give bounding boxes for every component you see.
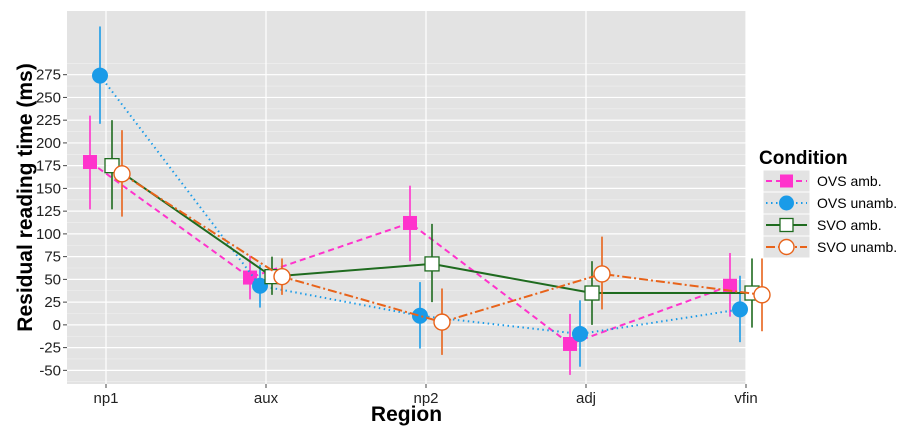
- legend-title: Condition: [759, 148, 848, 169]
- y-tick-label: 250: [36, 89, 61, 106]
- legend-marker: [780, 174, 793, 188]
- legend-label: OVS amb.: [817, 173, 882, 189]
- y-tick-label: 0: [53, 317, 61, 334]
- y-tick-label: 75: [44, 249, 61, 266]
- data-point: [252, 277, 268, 294]
- legend-marker: [779, 217, 794, 233]
- series-line: [99, 74, 741, 335]
- series-ovs-amb: [83, 115, 737, 375]
- series-ovs-unamb: [92, 26, 748, 367]
- data-point: [412, 307, 428, 324]
- y-tick-label: 25: [44, 294, 61, 311]
- x-tick-label: np2: [413, 390, 438, 407]
- data-point: [584, 285, 600, 301]
- panel-background: [67, 11, 746, 384]
- series-layer: [83, 26, 771, 375]
- series-svo-unamb: [113, 130, 771, 355]
- x-tick-label: aux: [254, 390, 279, 407]
- data-point: [572, 325, 588, 342]
- legend-marker: [779, 195, 794, 211]
- data-point: [593, 265, 611, 283]
- y-tick-label: 225: [36, 112, 61, 129]
- data-point: [113, 165, 131, 183]
- y-tick-label: 125: [36, 203, 61, 220]
- legend-label: OVS unamb.: [817, 195, 897, 211]
- legend-marker: [778, 238, 795, 256]
- y-tick-label: -50: [39, 362, 61, 379]
- y-tick-label: 150: [36, 180, 61, 197]
- y-axis-title: Residual reading time (ms): [14, 63, 37, 331]
- y-tick-label: -25: [39, 340, 61, 357]
- series-line: [121, 173, 763, 324]
- data-point: [563, 336, 577, 351]
- legend-label: SVO unamb.: [817, 239, 897, 255]
- x-tick-label: adj: [576, 390, 596, 407]
- data-point: [732, 301, 748, 318]
- y-axis: -50 -25 0 25 50 75 100 125 150 175 200 225 250 275: [36, 67, 67, 379]
- data-point: [83, 155, 97, 170]
- data-point: [424, 256, 440, 272]
- y-tick-label: 50: [44, 271, 61, 288]
- x-axis: np1 aux np2 adj vfin: [93, 384, 758, 407]
- data-point: [92, 67, 108, 84]
- y-tick-label: 175: [36, 158, 61, 175]
- x-tick-label: vfin: [734, 390, 757, 407]
- x-tick-label: np1: [93, 390, 118, 407]
- legend: Condition OVS amb. OVS unamb. SVO amb. SVO …: [759, 148, 897, 259]
- x-axis-title: Region: [371, 403, 442, 426]
- grid-lines: [67, 11, 747, 384]
- series-line: [89, 161, 731, 346]
- data-point: [243, 270, 257, 285]
- data-point: [273, 267, 291, 286]
- y-tick-label: 200: [36, 135, 61, 152]
- legend-label: SVO amb.: [817, 217, 882, 233]
- data-point: [403, 215, 417, 230]
- data-point: [753, 286, 771, 304]
- y-tick-label: 275: [36, 67, 61, 84]
- data-point: [433, 313, 451, 331]
- y-tick-label: 100: [36, 226, 61, 243]
